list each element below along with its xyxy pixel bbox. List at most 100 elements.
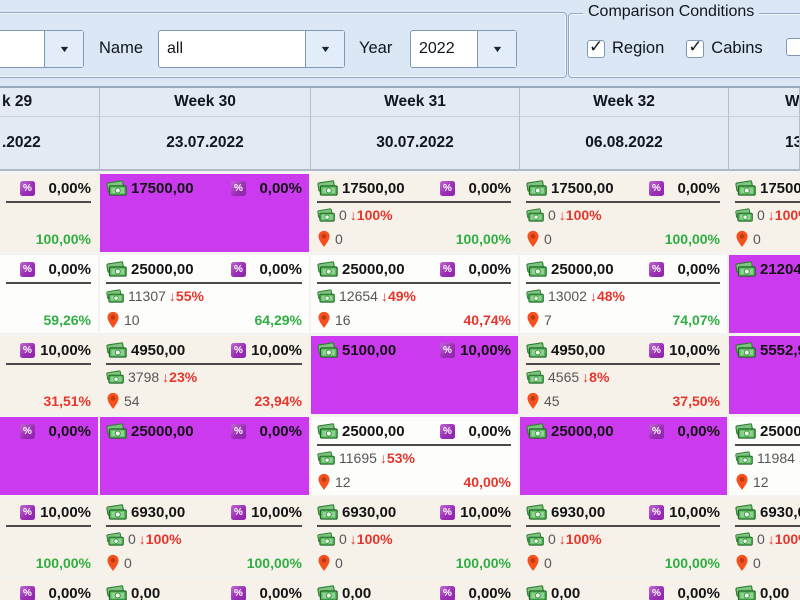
price-line: 17500,00% 0,00% (106, 176, 302, 201)
grid-cell[interactable]: % 10,00% 31,51% (0, 336, 98, 414)
drop-percent: ↓8% (582, 369, 610, 385)
comparison-line (317, 363, 511, 387)
grid-cell[interactable]: 0,00% 0,00% (520, 579, 727, 600)
location-pin-icon (317, 230, 331, 248)
grid-cell[interactable]: 5552,9 (729, 336, 800, 414)
grid-cell[interactable]: % 0,00% (0, 417, 98, 495)
drop-percent: ↓49% (380, 288, 416, 304)
cell-content: 25000,00% 0,00% (100, 417, 309, 492)
count-percent: 23,94% (254, 393, 302, 409)
checkbox-partial[interactable] (786, 38, 800, 56)
date-header: 23.07.2022 (100, 117, 311, 169)
grid-cell[interactable]: 25000,00% 0,00% 11307 ↓55% 10 64,29% (100, 255, 309, 333)
grid-cell[interactable]: 17500,000↓100%0 (729, 174, 800, 252)
cell-content: 25000,00 11984↓ 12 (729, 417, 800, 494)
discount-percent: 0,00% (677, 260, 720, 278)
cell-content: 4950,00% 10,00% 3798 ↓23% 54 23,94% (100, 336, 309, 413)
left-combobox-value[interactable] (0, 31, 44, 67)
price-value: 0,00 (131, 584, 161, 600)
percent-icon: % (649, 423, 664, 439)
money-icon (526, 585, 547, 600)
grid-cell[interactable]: 4950,00% 10,00% 3798 ↓23% 54 23,94% (100, 336, 309, 414)
checkbox-region[interactable]: ✓ (587, 37, 605, 58)
left-combobox-arrow-button[interactable]: ▼ (44, 31, 83, 67)
drop-percent: ↓100% (349, 531, 393, 547)
grid-cell[interactable]: 6930,00% 10,00% 0 ↓100% 0 100,00% (311, 498, 518, 576)
grid-cell[interactable]: 21204 (729, 255, 800, 333)
count-value: 0 (335, 231, 343, 247)
grid-cell[interactable]: 0,00% 0,00% (311, 579, 518, 600)
checkbox-label: Region (612, 39, 665, 57)
price-value: 0,00 (760, 584, 790, 600)
cell-content: 25000,00% 0,00% 11695 ↓53% 12 40,00% (311, 417, 518, 494)
grid-cell[interactable]: % 0,00% 59,26% (0, 255, 98, 333)
grid-cell[interactable]: % 10,00% 100,00% (0, 498, 98, 576)
grid-cell[interactable]: % 0,00% 100,00% (0, 174, 98, 252)
year-combobox[interactable]: 2022 ▼ (410, 30, 517, 68)
price-line: 5552,9 (735, 338, 800, 363)
checkbox-cabins[interactable]: ✓ (686, 37, 705, 58)
year-combobox-value[interactable]: 2022 (419, 40, 455, 57)
price-line: % 0,00% (6, 419, 91, 444)
comparison-line: 0↓100% (526, 527, 720, 551)
grid-cell[interactable]: 25000,00% 0,00% (100, 417, 309, 495)
grid-cell[interactable]: 6930,00% 10,00% 0 ↓100% 0 100,00% (520, 498, 727, 576)
comparison-line: 3798 ↓23% (106, 365, 302, 389)
grid-cell[interactable]: 17500,00% 0,00% 0 ↓100% 0 100,00% (520, 174, 727, 252)
comparison-line: 11695 ↓53% (317, 446, 511, 470)
discount-percent: 0,00% (468, 584, 511, 600)
price-value: 6930,00 (131, 503, 186, 521)
cell-content: 21204 (729, 255, 800, 330)
left-combobox[interactable]: ▼ (0, 30, 84, 68)
grid-cell[interactable]: 25000,00% 0,00% (520, 417, 727, 495)
count-line (526, 468, 720, 492)
count-value: 16 (335, 312, 351, 328)
grid-cell[interactable]: 17500,00% 0,00% (100, 174, 309, 252)
price-line: 0,00% 0,00% (526, 581, 720, 600)
name-combobox-value[interactable]: all (167, 40, 184, 57)
grid-cell[interactable]: 0,00 (729, 579, 800, 600)
cell-content: 17500,00% 0,00% (100, 174, 309, 249)
grid-cell[interactable]: 6930,000↓100%0 (729, 498, 800, 576)
grid-cell[interactable]: 25000,00 11984↓ 12 (729, 417, 800, 495)
location-pin-icon (526, 392, 540, 410)
drop-percent: ↓53% (379, 450, 415, 466)
comparison-line: 0↓100% (106, 527, 302, 551)
grid-row: % 0,00% 0,00% 0,00% 0,00% 0,00% 0,00% 0,00% 0,00 (0, 579, 800, 600)
count-percent: 100,00% (455, 555, 511, 571)
percent-icon: % (440, 261, 455, 277)
money-icon (106, 180, 127, 196)
money-icon (735, 532, 753, 546)
name-combobox-arrow-button[interactable]: ▼ (305, 31, 344, 67)
money-icon (317, 532, 335, 546)
name-combobox[interactable]: all ▼ (158, 30, 345, 68)
grid-cell[interactable]: 5100,00% 10,00% (311, 336, 518, 414)
grid-cell[interactable]: 25000,00% 0,00% 11695 ↓53% 12 40,00% (311, 417, 518, 495)
price-value: 25000,00 (342, 260, 405, 278)
grid-cell[interactable]: 4950,00% 10,00% 4565 ↓8% 45 37,50% (520, 336, 727, 414)
percent-icon: % (20, 585, 35, 600)
count-line (6, 468, 91, 492)
count-line: 54 23,94% (106, 389, 302, 413)
money-icon (735, 180, 756, 196)
comparison-line: 0↓100% (735, 527, 800, 551)
comparison-line: 13002 ↓48% (526, 284, 720, 308)
year-combobox-arrow-button[interactable]: ▼ (477, 31, 516, 67)
price-line: 0,00 (735, 581, 800, 600)
date-header: 06.08.2022 (520, 117, 729, 169)
price-value: 25000,00 (551, 260, 614, 278)
grid-cell[interactable]: 25000,00% 0,00% 12654 ↓49% 16 40,74% (311, 255, 518, 333)
grid-cell[interactable]: 25000,00% 0,00% 13002 ↓48% 7 74,07% (520, 255, 727, 333)
price-line: 6930,00% 10,00% (526, 500, 720, 527)
grid-cell[interactable]: 6930,00% 10,00% 0 ↓100% 0 100,00% (100, 498, 309, 576)
cell-content: 5552,9 (729, 336, 800, 411)
comparison-line: 0↓100% (735, 203, 800, 227)
grid-cell[interactable]: 17500,00% 0,00% 0 ↓100% 0 100,00% (311, 174, 518, 252)
grid-row: % 10,00% 31,51% 4950,00% 10,00% 3798 ↓23% 54 23,… (0, 336, 800, 414)
grid-cell[interactable]: % 0,00% (0, 579, 98, 600)
price-line: 25000,00% 0,00% (106, 419, 302, 444)
percent-icon: % (440, 504, 455, 520)
percent-icon: % (440, 585, 455, 600)
grid-cell[interactable]: 0,00% 0,00% (100, 579, 309, 600)
discount-percent: 0,00% (677, 584, 720, 600)
